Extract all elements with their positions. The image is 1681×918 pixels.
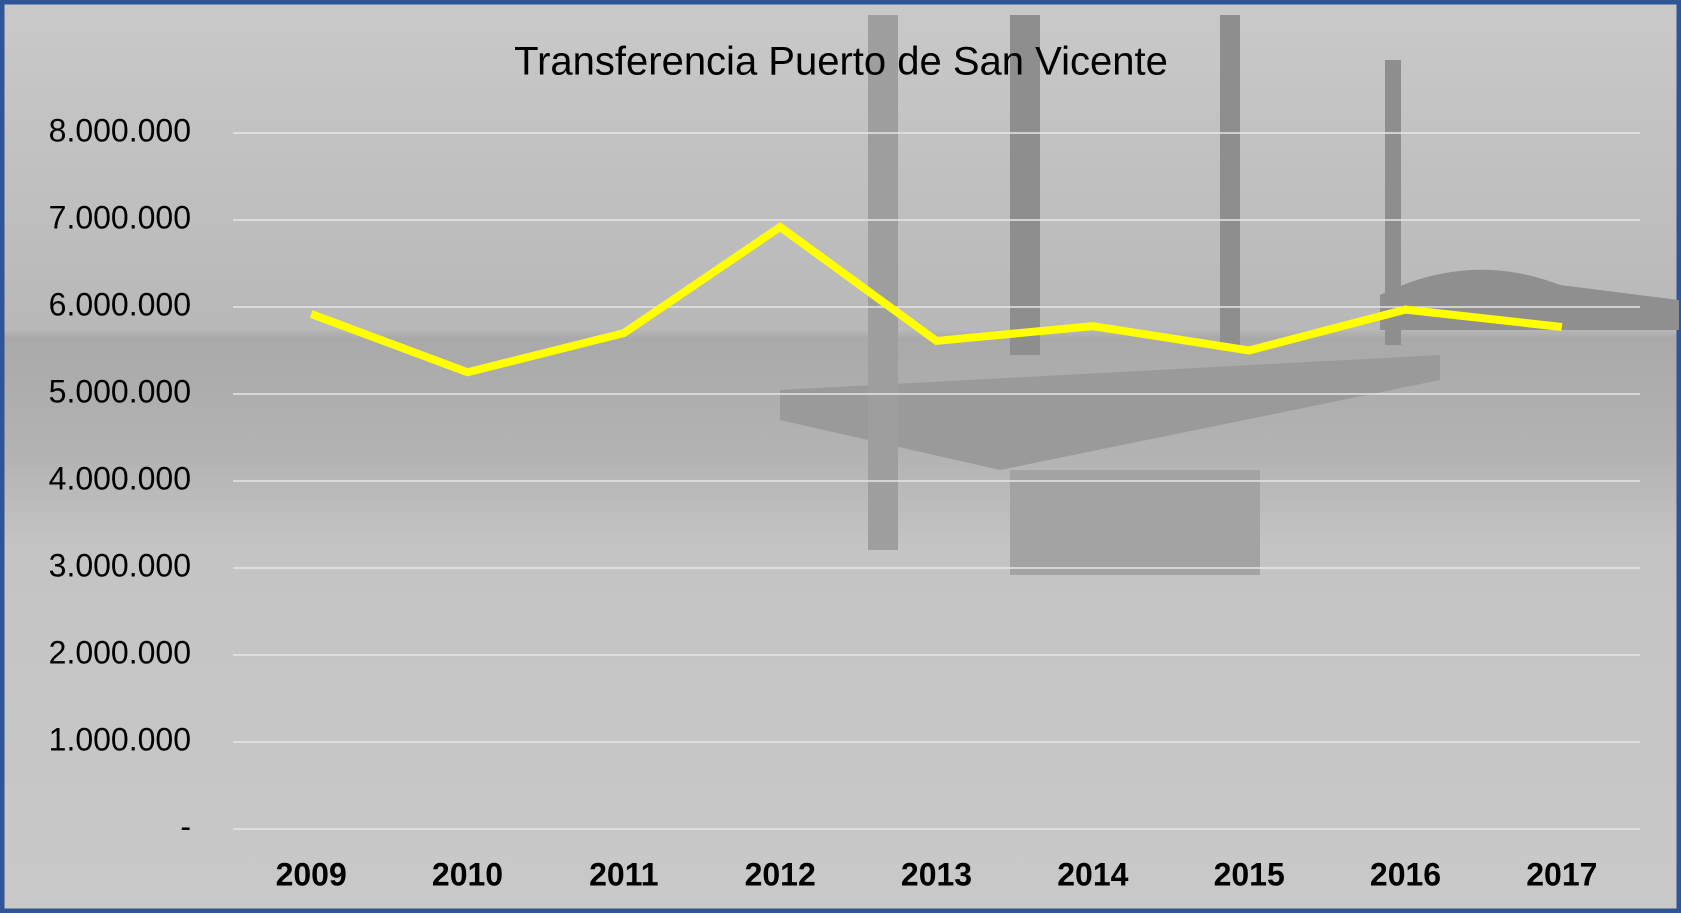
- pier: [780, 355, 1440, 470]
- x-tick-label: 2017: [1526, 856, 1597, 892]
- y-tick-label: 3.000.000: [49, 547, 191, 583]
- data-line: [309, 222, 1563, 377]
- y-tick-label: 1.000.000: [49, 721, 191, 757]
- x-tick-label: 2009: [276, 856, 347, 892]
- y-tick-label: -: [180, 808, 191, 844]
- crane-tower: [868, 15, 898, 550]
- x-tick-label: 2011: [589, 856, 658, 892]
- building: [1010, 470, 1260, 575]
- chart-title: Transferencia Puerto de San Vicente: [514, 40, 1168, 84]
- y-tick-label: 8.000.000: [49, 112, 191, 148]
- plot: - 1.000.000 2.000.000 3.000.000 4.000.000 5.0…: [49, 112, 1640, 892]
- x-tick-label: 2010: [432, 856, 503, 892]
- x-tick-label: 2012: [745, 856, 816, 892]
- y-tick-label: 4.000.000: [49, 460, 191, 496]
- y-tick-label: 7.000.000: [49, 199, 191, 235]
- crane: [1010, 15, 1040, 355]
- x-tick-label: 2014: [1057, 856, 1128, 892]
- y-tick-label: 6.000.000: [49, 286, 191, 322]
- y-tick-label: 5.000.000: [49, 373, 191, 409]
- y-tick-label: 2.000.000: [49, 634, 191, 670]
- x-tick-label: 2013: [901, 856, 972, 892]
- crane: [1220, 15, 1240, 345]
- crane: [1385, 60, 1401, 345]
- x-tick-label: 2015: [1214, 856, 1285, 892]
- x-tick-label: 2016: [1370, 856, 1441, 892]
